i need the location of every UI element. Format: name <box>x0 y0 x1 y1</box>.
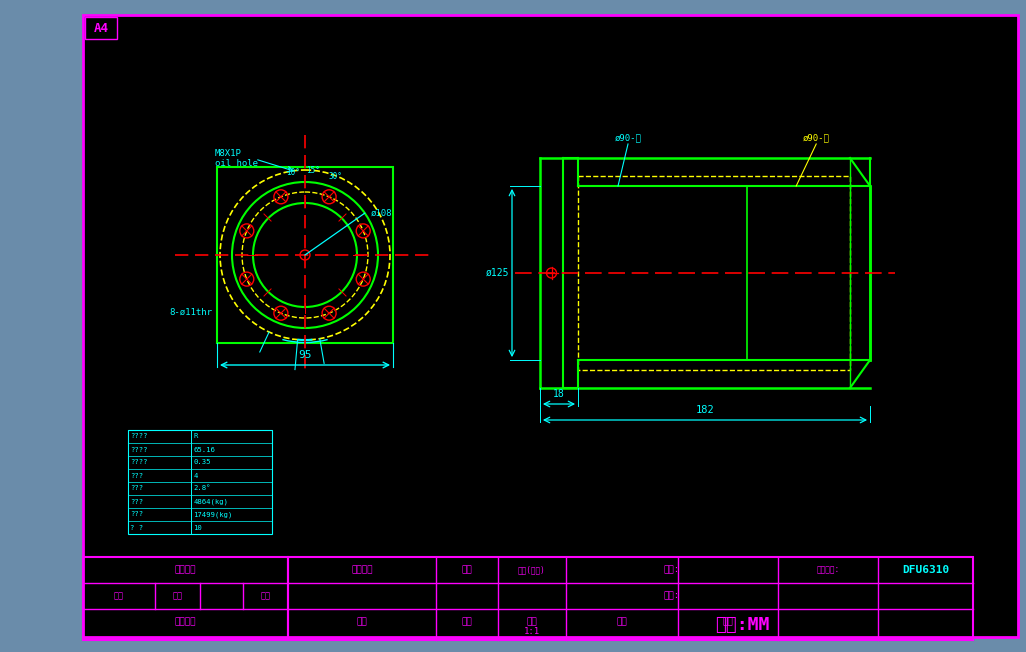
Text: 比例: 比例 <box>722 617 734 627</box>
Text: 0.35: 0.35 <box>193 460 211 466</box>
Text: DFU6310: DFU6310 <box>902 565 949 575</box>
Bar <box>83 557 288 640</box>
Text: 1:1: 1:1 <box>524 627 540 636</box>
Text: 4: 4 <box>193 473 198 479</box>
Text: 审核: 审核 <box>526 617 538 627</box>
Text: 18: 18 <box>553 389 565 399</box>
Text: 容容图号:: 容容图号: <box>817 565 839 574</box>
Text: ???: ??? <box>130 499 143 505</box>
Text: 8-ø11thr: 8-ø11thr <box>169 308 212 317</box>
Text: ????: ???? <box>130 434 148 439</box>
Text: ????: ???? <box>130 447 148 452</box>
Text: 10°: 10° <box>286 168 300 177</box>
Text: ø108: ø108 <box>370 209 392 218</box>
Text: 4864(kg): 4864(kg) <box>193 498 229 505</box>
Text: ????: ???? <box>130 460 148 466</box>
Text: ø90-第: ø90-第 <box>615 133 641 142</box>
Text: ø125: ø125 <box>485 268 509 278</box>
Text: A4: A4 <box>93 22 109 35</box>
Text: oil hole: oil hole <box>215 159 258 168</box>
Text: 客户确认: 客户确认 <box>174 617 196 627</box>
Text: 30°: 30° <box>328 172 342 181</box>
Text: 绘图: 绘图 <box>357 617 367 627</box>
Text: ???: ??? <box>130 486 143 492</box>
Text: 单位:MM: 单位:MM <box>715 616 770 634</box>
Text: 型号:: 型号: <box>664 565 680 574</box>
Text: ? ?: ? ? <box>130 524 143 531</box>
Text: 10: 10 <box>193 524 202 531</box>
Text: ???: ??? <box>130 473 143 479</box>
Bar <box>85 17 117 39</box>
Text: R: R <box>193 434 198 439</box>
Text: 视角: 视角 <box>617 617 627 627</box>
Text: 签名: 签名 <box>261 591 271 600</box>
Text: 处数: 处数 <box>114 591 124 600</box>
Text: M8X1P: M8X1P <box>215 149 242 158</box>
Text: 17499(kg): 17499(kg) <box>193 511 233 518</box>
Bar <box>578 176 850 370</box>
Text: 182: 182 <box>696 405 714 415</box>
Text: ø90-第: ø90-第 <box>802 133 830 142</box>
Bar <box>218 167 393 343</box>
Text: 95: 95 <box>299 350 312 360</box>
Text: 数量(单台): 数量(单台) <box>518 565 546 574</box>
Text: 65.16: 65.16 <box>193 447 215 452</box>
Text: 材料:: 材料: <box>664 591 680 600</box>
Bar <box>288 557 973 640</box>
Text: 日期: 日期 <box>462 565 472 574</box>
Text: 15°: 15° <box>306 166 320 175</box>
Text: 2.8°: 2.8° <box>193 486 211 492</box>
Text: 客户名称: 客户名称 <box>351 565 372 574</box>
Text: 更改标记: 更改标记 <box>174 565 196 574</box>
Bar <box>128 430 272 534</box>
Text: 日期: 日期 <box>172 591 183 600</box>
Text: 设计: 设计 <box>462 617 472 627</box>
Text: ???: ??? <box>130 512 143 518</box>
